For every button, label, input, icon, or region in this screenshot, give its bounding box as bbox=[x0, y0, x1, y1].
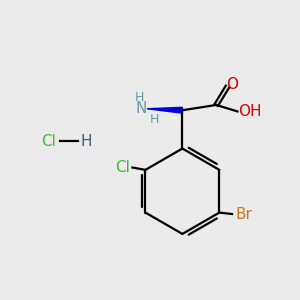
Text: H: H bbox=[134, 91, 144, 104]
Text: Cl: Cl bbox=[41, 134, 56, 149]
Text: H: H bbox=[80, 134, 92, 149]
Text: O: O bbox=[226, 77, 238, 92]
Text: Br: Br bbox=[236, 206, 253, 221]
Text: Cl: Cl bbox=[115, 160, 130, 175]
Text: H: H bbox=[150, 112, 159, 126]
Text: N: N bbox=[136, 101, 147, 116]
Text: OH: OH bbox=[238, 104, 262, 119]
Polygon shape bbox=[147, 107, 182, 113]
